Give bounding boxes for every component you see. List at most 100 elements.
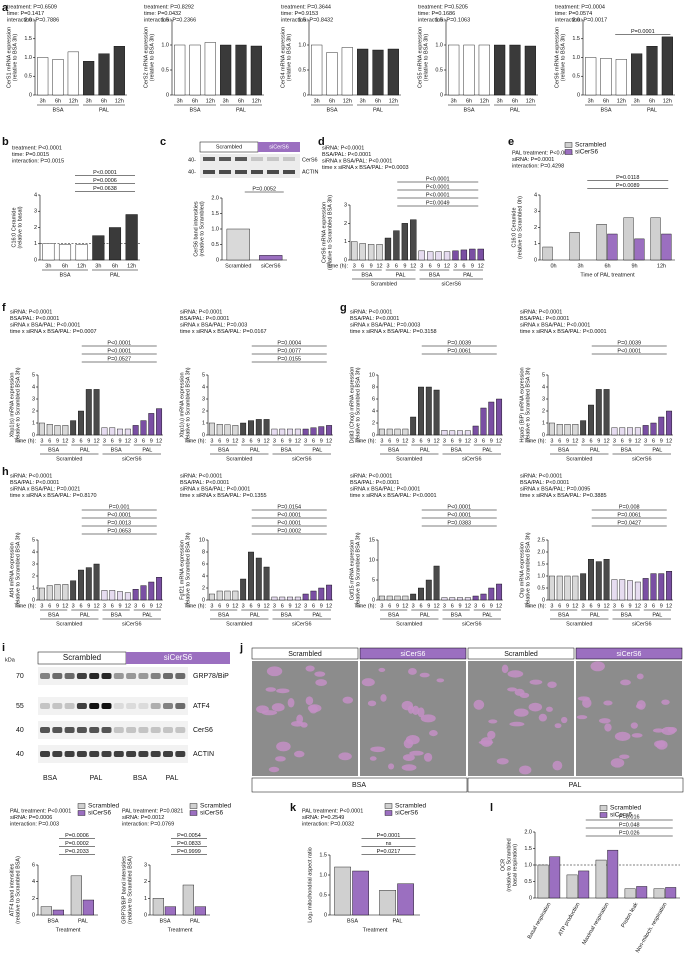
bar [311, 44, 323, 96]
x-tick-label: 6 [652, 603, 655, 609]
bar [634, 238, 645, 261]
x-tick-label: 12 [295, 603, 301, 609]
x-tick-label: 12 [572, 603, 578, 609]
x-tick-label: 3 [443, 438, 446, 444]
bar [132, 425, 139, 436]
bar [85, 389, 92, 436]
bar [224, 590, 231, 601]
bar [480, 593, 487, 601]
x-tick-label: 6 [312, 603, 315, 609]
y-tick-label: 3 [32, 561, 35, 567]
comparison-label: P<0.0001 [426, 192, 450, 198]
x-tick-label: 12h [252, 98, 261, 104]
x-tick-label: 12 [264, 438, 270, 444]
marker: 40 [16, 727, 24, 734]
group-label: PAL [99, 107, 109, 113]
mitochondrion [529, 679, 543, 685]
y-tick-label: 0 [144, 912, 147, 918]
x-tick-label: BSA [347, 918, 358, 924]
y-tick-label: 2.0 [211, 195, 219, 201]
x-tick-label: 6 [462, 263, 465, 269]
stat: siRNA x BSA/PAL: P<0.0001 [520, 322, 590, 328]
supergroup-label: siCerS6 [292, 456, 312, 462]
x-tick-label: 6 [395, 263, 398, 269]
band [40, 673, 50, 679]
y-tick-label: 2.0 [572, 17, 580, 23]
comparison-label: P<0.0001 [277, 512, 301, 518]
x-tick-label: 6 [79, 603, 82, 609]
x-tick-label: 3h [95, 263, 101, 269]
supergroup-label: Scrambled [566, 456, 592, 462]
bar [164, 906, 177, 916]
mitochondrion [367, 700, 377, 707]
x-tick-label: 9 [257, 603, 260, 609]
bar [441, 597, 448, 601]
stat: siRNA x BSA/PAL: P=0.0095 [520, 486, 590, 492]
comparison-label: P=0.2033 [65, 849, 89, 855]
bar [357, 48, 369, 96]
group-label: BSA [52, 107, 63, 113]
stat: siRNA x BSA/PAL: P<0.0001 [322, 158, 392, 164]
y-tick-label: 2 [144, 879, 147, 885]
mitochondrion [552, 760, 563, 771]
bar [326, 584, 333, 601]
band [64, 727, 75, 733]
y-tick-label: 0 [29, 92, 32, 98]
bar [496, 583, 503, 601]
y-axis-label: (relative to basal) [17, 206, 23, 248]
bar [109, 590, 116, 601]
bar [113, 46, 125, 96]
mitochondrion [636, 700, 646, 710]
mitochondrion [538, 713, 547, 722]
bar [477, 248, 484, 261]
comparison-label: P=0.0217 [377, 849, 401, 855]
x-tick-label: 12 [465, 438, 471, 444]
bar [101, 590, 108, 601]
stat: siRNA: P=0.0001 [512, 157, 554, 163]
bar [117, 428, 123, 436]
comparison-label: P<0.0001 [447, 512, 471, 518]
supergroup-label: Scrambled [396, 456, 422, 462]
group-label: PAL [110, 272, 120, 278]
supergroup-label: Scrambled [566, 621, 592, 627]
bar [310, 427, 317, 436]
x-tick-label: 3 [613, 438, 616, 444]
bar [70, 420, 77, 436]
x-tick-label: 12h [663, 98, 672, 104]
bar [250, 45, 262, 96]
x-tick-label: 12 [402, 438, 408, 444]
x-prefix: Time (h): [524, 438, 546, 444]
x-tick-label: 12 [232, 438, 238, 444]
mitochondrion [417, 707, 425, 718]
lane-box [126, 652, 230, 664]
mitochondrion [314, 671, 326, 677]
group-box [467, 777, 684, 793]
supergroup-label: siCerS6 [122, 621, 142, 627]
stat: siRNA: P<0.0001 [350, 473, 392, 479]
x-tick-label: 3h [360, 98, 366, 104]
comparison-label: P=0.0006 [65, 833, 89, 839]
bar [615, 59, 627, 96]
group-label: PAL [647, 107, 657, 113]
x-tick-label: 12h [480, 98, 489, 104]
group-label: BSA [59, 272, 70, 278]
x-tick-label: 3h [223, 98, 229, 104]
header: siCerS6 [617, 651, 642, 658]
bar [452, 250, 459, 261]
y-tick-label: 0 [32, 432, 35, 438]
header: siCerS6 [401, 651, 426, 658]
comparison-label: P<0.0001 [447, 504, 471, 510]
y-tick-label: 1.0 [319, 872, 327, 878]
x-tick-label: 9 [427, 603, 430, 609]
bar [302, 593, 309, 601]
stat: time: P=0.1686 [418, 11, 455, 17]
x-tick-label: 12 [604, 438, 610, 444]
group-label: PAL [312, 447, 322, 453]
bar [457, 430, 463, 436]
band [89, 703, 100, 709]
band [138, 751, 149, 757]
mitochondrion [401, 700, 414, 711]
bar [70, 875, 83, 916]
stat: BSA/PAL: P<0.0001 [520, 316, 569, 322]
x-tick-label: 9 [119, 438, 122, 444]
